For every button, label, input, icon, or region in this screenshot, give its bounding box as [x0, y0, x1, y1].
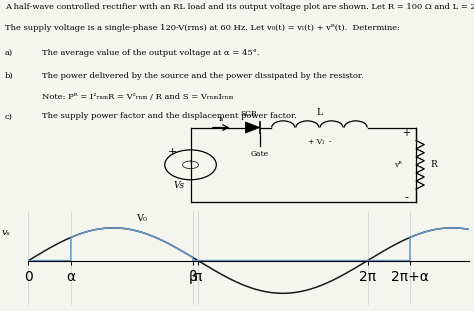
- Text: iₛ: iₛ: [219, 115, 224, 123]
- Text: L: L: [317, 108, 322, 117]
- Text: SCR: SCR: [240, 110, 257, 118]
- Text: b): b): [5, 72, 13, 80]
- Text: The supply power factor and the displacement power factor.: The supply power factor and the displace…: [42, 113, 297, 120]
- Text: vₛ: vₛ: [2, 228, 11, 236]
- Text: + Vₗ  -: + Vₗ -: [308, 138, 331, 146]
- Text: vᴿ: vᴿ: [394, 161, 402, 169]
- Polygon shape: [246, 122, 260, 133]
- Text: Gate: Gate: [251, 150, 269, 158]
- Text: Vs: Vs: [173, 181, 185, 190]
- Text: a): a): [5, 49, 13, 57]
- Text: +: +: [168, 147, 177, 157]
- Text: V₀: V₀: [137, 214, 147, 223]
- Text: -: -: [404, 192, 409, 202]
- Text: +: +: [402, 128, 410, 138]
- Text: c): c): [5, 113, 13, 120]
- Text: R: R: [431, 160, 438, 169]
- Text: The power delivered by the source and the power dissipated by the resistor.: The power delivered by the source and th…: [42, 72, 364, 80]
- Text: The average value of the output voltage at α = 45°.: The average value of the output voltage …: [42, 49, 259, 57]
- Text: A half-wave controlled rectifier with an RL load and its output voltage plot are: A half-wave controlled rectifier with an…: [5, 3, 474, 11]
- Text: Note: Pᴿ = I²ᵣₙₘR = V²ᵣₙₘ / R and S = VᵣₙₘIᵣₙₘ: Note: Pᴿ = I²ᵣₙₘR = V²ᵣₙₘ / R and S = Vᵣ…: [42, 93, 233, 101]
- Text: The supply voltage is a single-phase 120-V(rms) at 60 Hz. Let v₀(t) = vₗ(t) + vᴿ: The supply voltage is a single-phase 120…: [5, 24, 400, 32]
